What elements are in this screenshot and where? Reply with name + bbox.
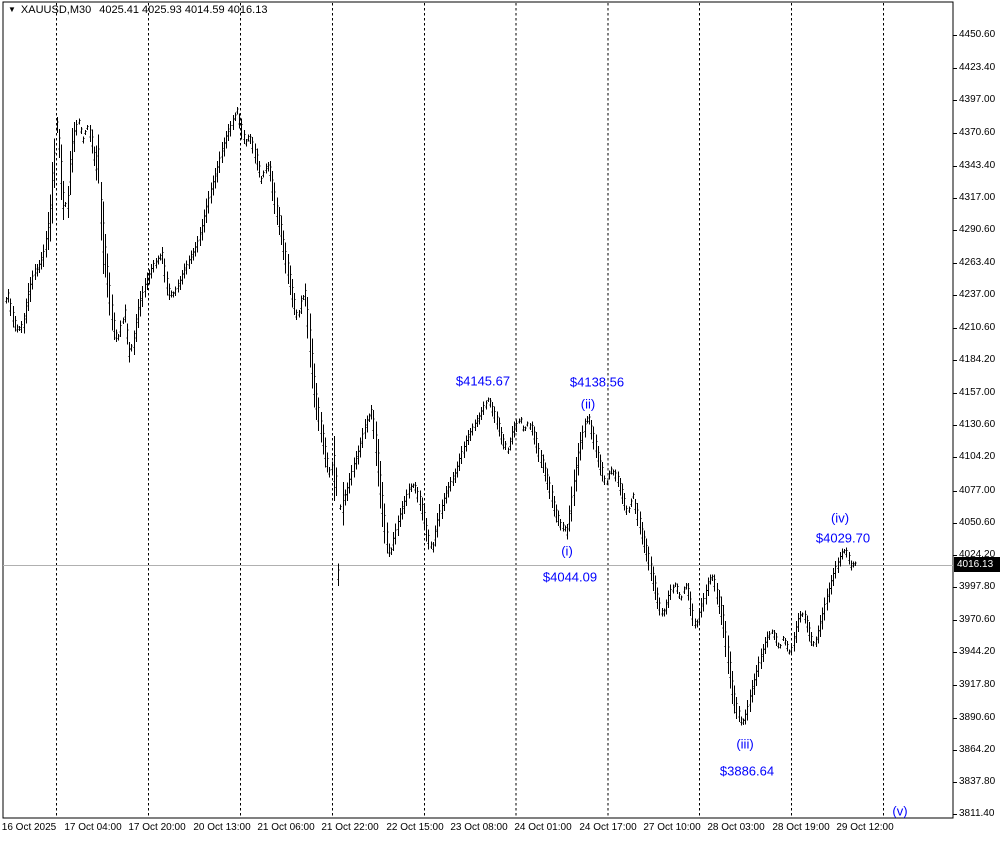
price-axis-label: 3917.80 (959, 678, 996, 690)
price-level-annotation: $4138.56 (569, 374, 625, 390)
elliott-wave-label: (i) (561, 543, 573, 559)
price-axis-label: 4237.00 (959, 289, 996, 301)
elliott-wave-label: (iii) (736, 736, 754, 752)
time-axis-label: 17 Oct 20:00 (128, 822, 186, 833)
price-axis-label: 4343.40 (959, 159, 996, 171)
time-axis-label: 28 Oct 03:00 (707, 822, 765, 833)
price-axis-label: 4050.60 (959, 516, 996, 528)
time-axis-label: 21 Oct 22:00 (321, 822, 379, 833)
price-axis-label: 3997.80 (959, 581, 996, 593)
time-axis-label: 24 Oct 01:00 (514, 822, 572, 833)
price-axis-label: 4423.40 (959, 62, 996, 74)
price-axis-label: 4290.60 (959, 224, 996, 236)
price-axis-label: 3944.20 (959, 646, 996, 658)
time-axis-label: 22 Oct 15:00 (386, 822, 444, 833)
time-axis-label: 17 Oct 04:00 (64, 822, 122, 833)
price-axis-label: 3864.20 (959, 743, 996, 755)
time-axis-label: 24 Oct 17:00 (579, 822, 637, 833)
symbol-dropdown-icon[interactable]: ▼ (8, 5, 16, 14)
price-axis-label: 3811.40 (959, 808, 995, 820)
time-axis-label: 20 Oct 13:00 (193, 822, 251, 833)
current-price-badge: 4016.13 (954, 556, 1000, 572)
price-axis-label: 4104.20 (959, 451, 996, 463)
chart-title: ▼ XAUUSD,M30 4025.41 4025.93 4014.59 401… (8, 4, 267, 16)
price-axis-label: 3837.80 (959, 776, 996, 788)
time-axis-label: 27 Oct 10:00 (643, 822, 701, 833)
price-axis-label: 4130.60 (959, 419, 996, 431)
chart-symbol-period: XAUUSD,M30 (20, 4, 92, 16)
price-level-annotation: $3886.64 (719, 763, 775, 779)
price-level-annotation: $4145.67 (455, 373, 511, 389)
elliott-wave-label: (v) (892, 803, 908, 819)
price-axis-label: 4397.00 (959, 94, 996, 106)
price-axis-label: 4370.60 (959, 126, 996, 138)
time-axis-label: 21 Oct 06:00 (257, 822, 315, 833)
price-axis-label: 4184.20 (959, 353, 996, 365)
time-axis-label: 28 Oct 19:00 (772, 822, 830, 833)
time-axis-label: 23 Oct 08:00 (450, 822, 508, 833)
price-level-annotation: $4029.70 (815, 530, 871, 546)
elliott-wave-label: (iv) (830, 510, 850, 526)
price-axis-label: 4157.00 (959, 386, 996, 398)
price-axis-label: 3890.60 (959, 711, 996, 723)
chart-ohlc-values: 4025.41 4025.93 4014.59 4016.13 (99, 4, 268, 16)
price-axis-label: 3970.60 (959, 614, 996, 626)
time-axis-label: 29 Oct 12:00 (836, 822, 894, 833)
time-axis-label: 16 Oct 2025 (1, 822, 57, 833)
price-level-annotation: $4044.09 (542, 569, 598, 585)
price-axis-label: 4210.60 (959, 321, 996, 333)
price-axis-label: 4450.60 (959, 29, 996, 41)
price-axis-label: 4317.00 (959, 191, 996, 203)
elliott-wave-label: (ii) (580, 396, 596, 412)
price-axis-label: 4077.00 (959, 484, 996, 496)
price-axis-label: 4024.20 (959, 548, 996, 560)
price-axis-label: 4263.40 (959, 257, 996, 269)
